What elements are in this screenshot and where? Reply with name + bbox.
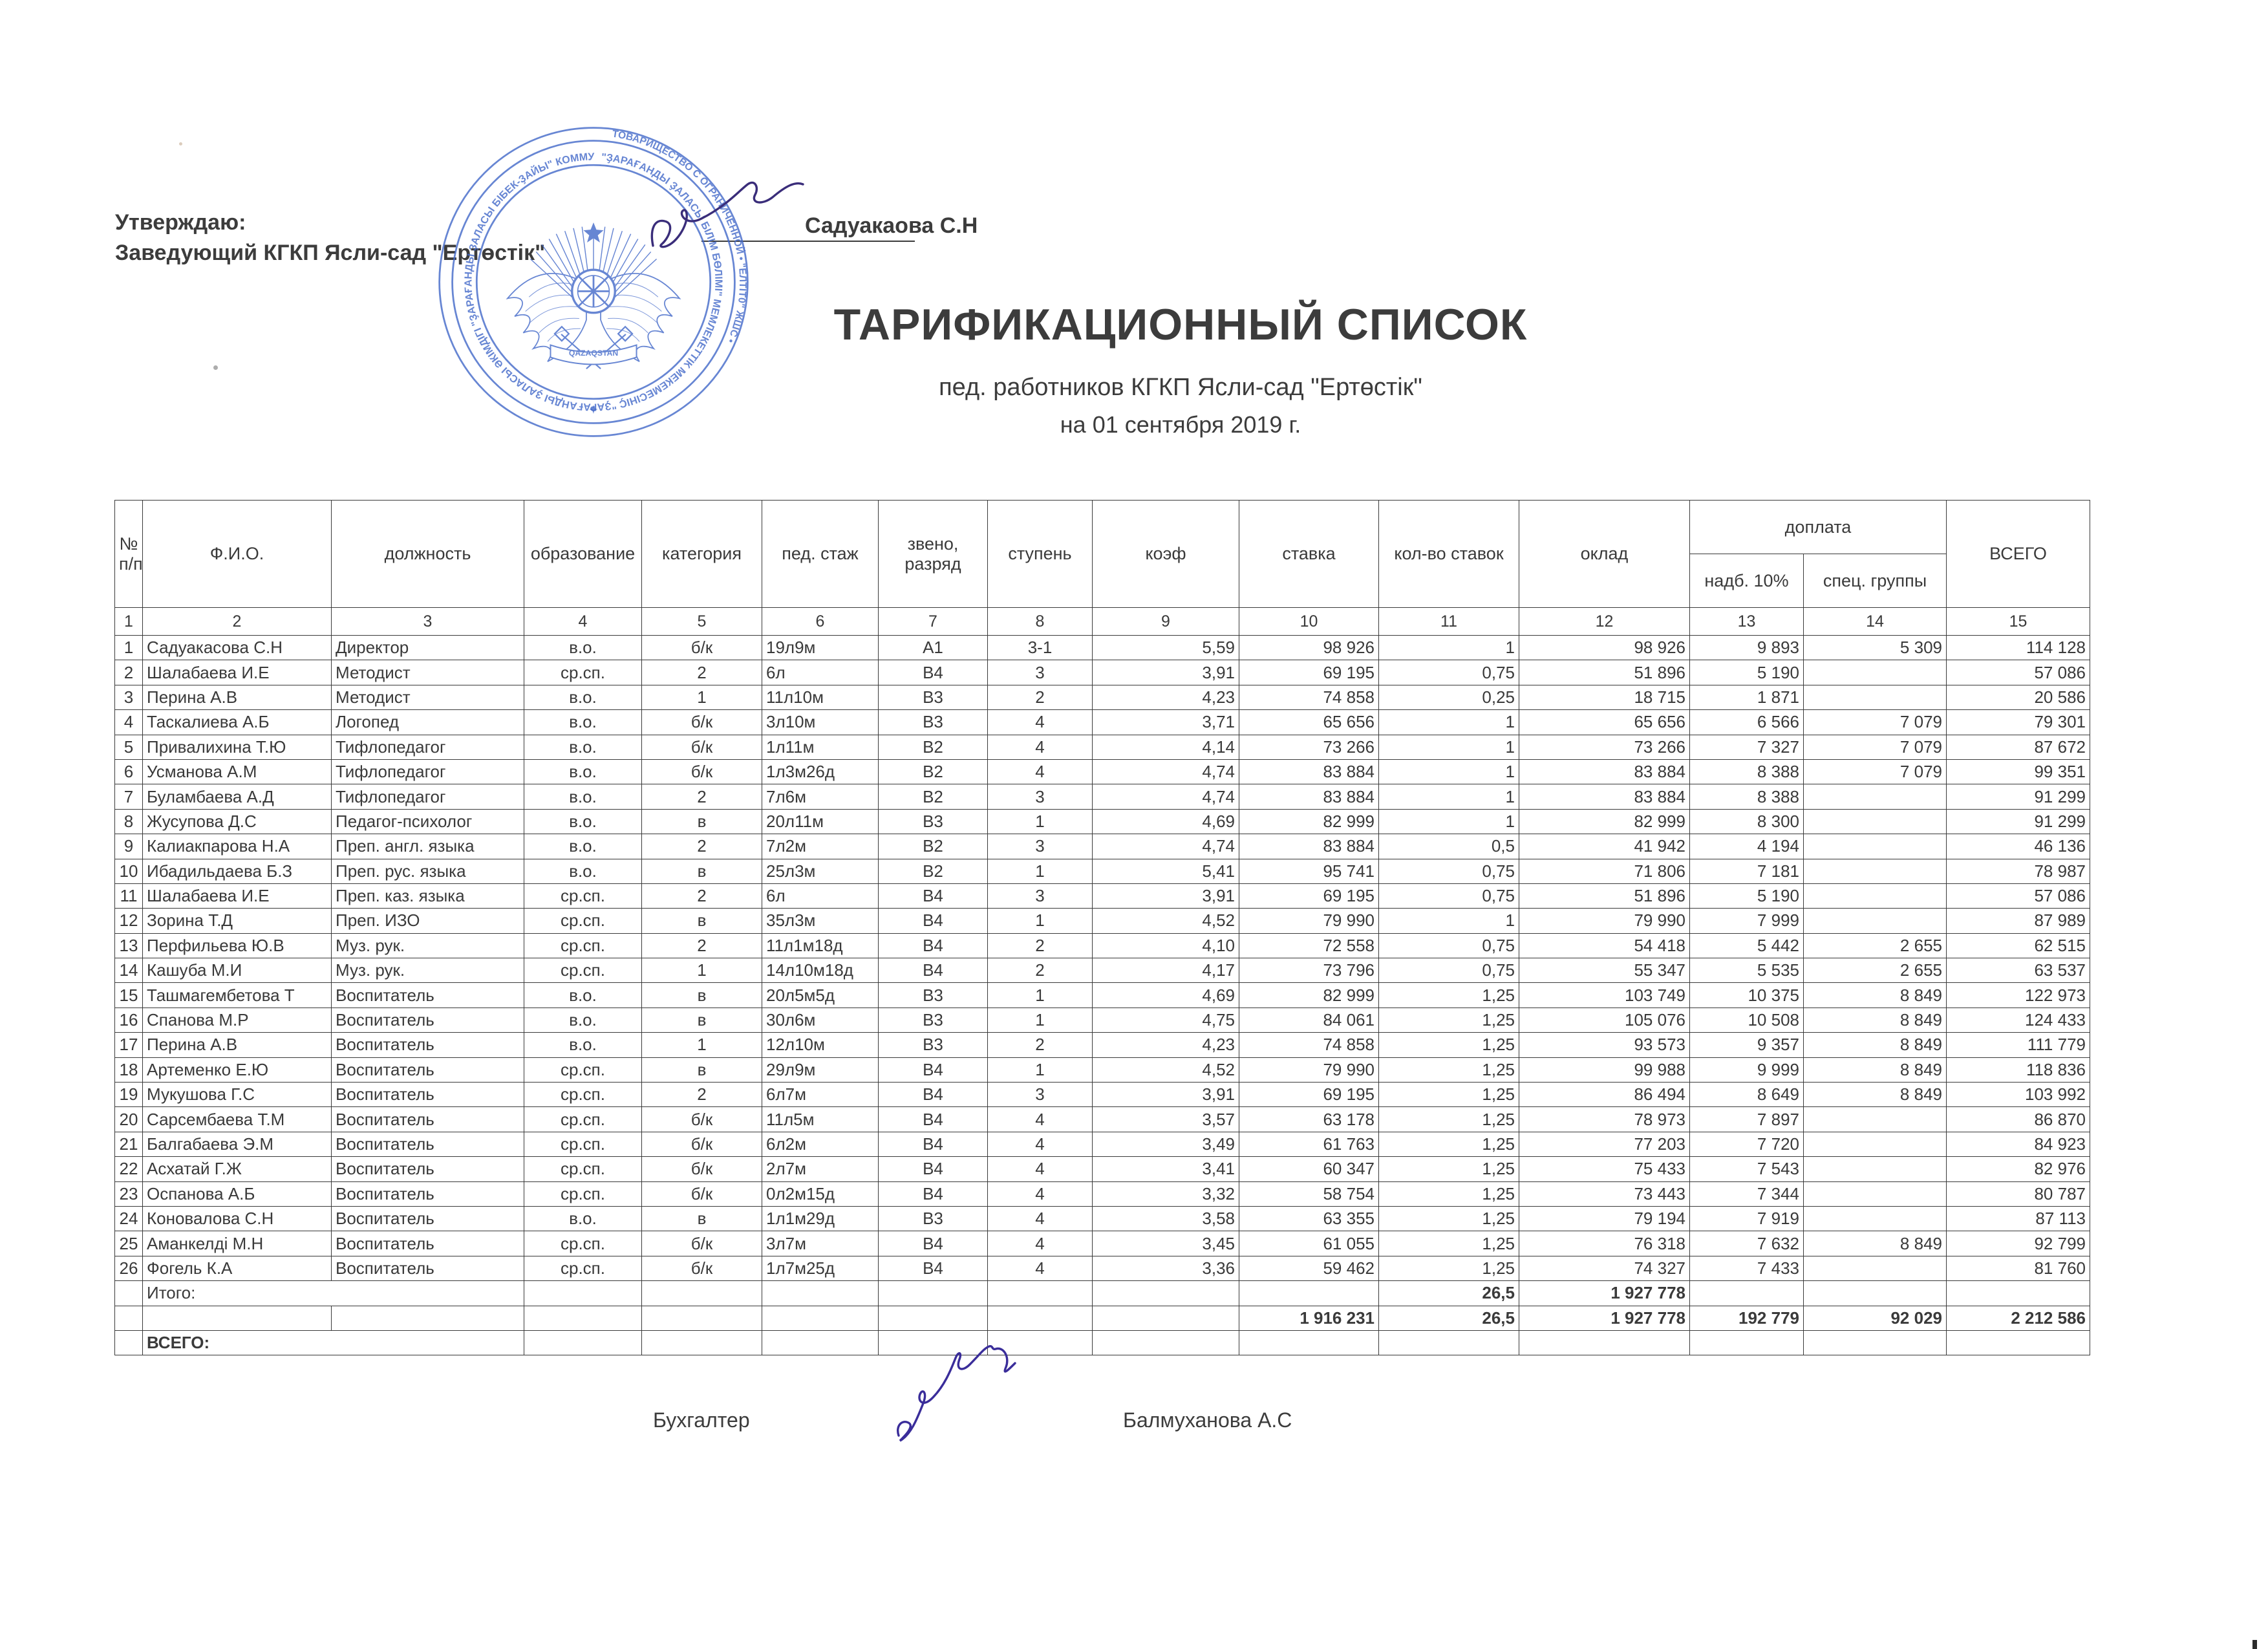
svg-text:✦: ✦	[589, 404, 598, 416]
svg-text:QAZAQSTAN: QAZAQSTAN	[569, 349, 618, 358]
